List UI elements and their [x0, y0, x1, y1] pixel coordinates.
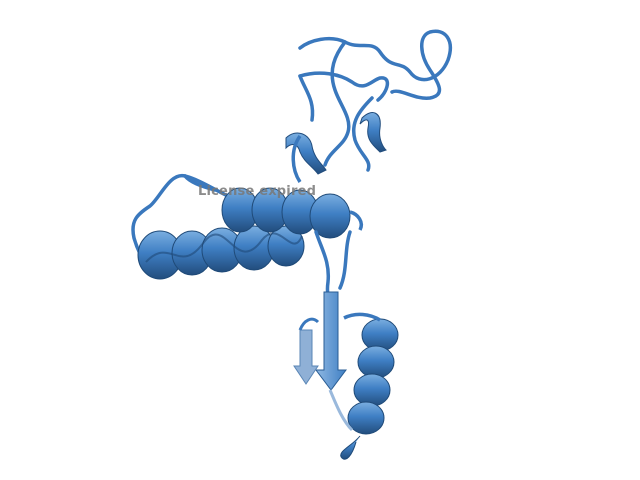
helix-main-upper: [221, 187, 363, 239]
helix-main-lower: [137, 225, 305, 280]
loop-region-top: [298, 29, 452, 172]
helix-center-top: [285, 132, 327, 183]
beta-sheet: [293, 291, 347, 391]
helix-small-top: [359, 112, 387, 153]
loop-left: [131, 174, 230, 272]
helix-lower-right: [328, 312, 399, 460]
